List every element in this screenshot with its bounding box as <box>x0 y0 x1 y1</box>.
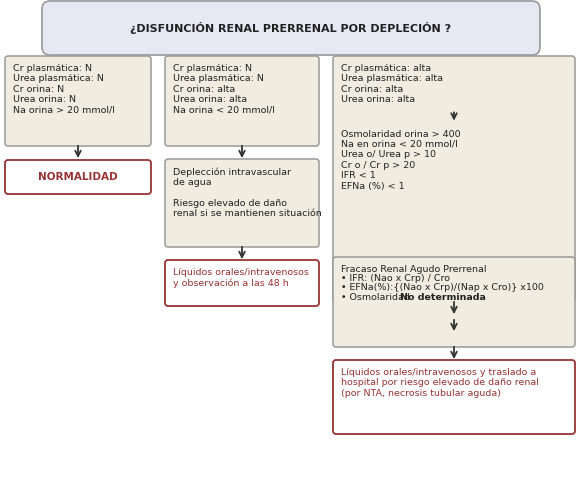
FancyBboxPatch shape <box>333 56 575 302</box>
FancyBboxPatch shape <box>165 260 319 306</box>
Text: Cr plasmática: alta
Urea plasmática: alta
Cr orina: alta
Urea orina: alta: Cr plasmática: alta Urea plasmática: alt… <box>341 64 443 104</box>
Text: No determinada: No determinada <box>400 292 486 301</box>
Text: Cr plasmática: N
Urea plasmática: N
Cr orina: alta
Urea orina: alta
Na orina < 2: Cr plasmática: N Urea plasmática: N Cr o… <box>173 64 275 115</box>
Text: Líquidos orales/intravenosos y traslado a
hospital por riesgo elevado de daño re: Líquidos orales/intravenosos y traslado … <box>341 368 539 398</box>
Text: Líquidos orales/intravenosos
y observación a las 48 h: Líquidos orales/intravenosos y observaci… <box>173 268 309 288</box>
FancyBboxPatch shape <box>165 159 319 247</box>
FancyBboxPatch shape <box>5 56 151 146</box>
FancyBboxPatch shape <box>5 160 151 194</box>
Text: Fracaso Renal Agudo Prerrenal: Fracaso Renal Agudo Prerrenal <box>341 265 486 274</box>
Text: • EFNa(%):{(Nao x Crp)/(Nap x Cro)} x100: • EFNa(%):{(Nao x Crp)/(Nap x Cro)} x100 <box>341 283 544 292</box>
Text: • IFR: (Nao x Crp) / Cro: • IFR: (Nao x Crp) / Cro <box>341 274 450 283</box>
Text: ¿DISFUNCIÓN RENAL PRERRENAL POR DEPLECIÓN ?: ¿DISFUNCIÓN RENAL PRERRENAL POR DEPLECIÓ… <box>131 22 451 34</box>
FancyBboxPatch shape <box>42 1 540 55</box>
FancyBboxPatch shape <box>165 56 319 146</box>
Text: NORMALIDAD: NORMALIDAD <box>38 172 118 182</box>
FancyBboxPatch shape <box>333 257 575 347</box>
FancyBboxPatch shape <box>333 360 575 434</box>
Text: Osmolaridad orina > 400
Na en orina < 20 mmol/l
Urea o/ Urea p > 10
Cr o / Cr p : Osmolaridad orina > 400 Na en orina < 20… <box>341 130 461 191</box>
Text: • Osmolaridad:: • Osmolaridad: <box>341 292 416 301</box>
Text: Deplección intravascular
de agua

Riesgo elevado de daño
renal si se mantienen s: Deplección intravascular de agua Riesgo … <box>173 167 322 218</box>
Text: Cr plasmática: N
Urea plasmática: N
Cr orina: N
Urea orina: N
Na orina > 20 mmol: Cr plasmática: N Urea plasmática: N Cr o… <box>13 64 115 115</box>
